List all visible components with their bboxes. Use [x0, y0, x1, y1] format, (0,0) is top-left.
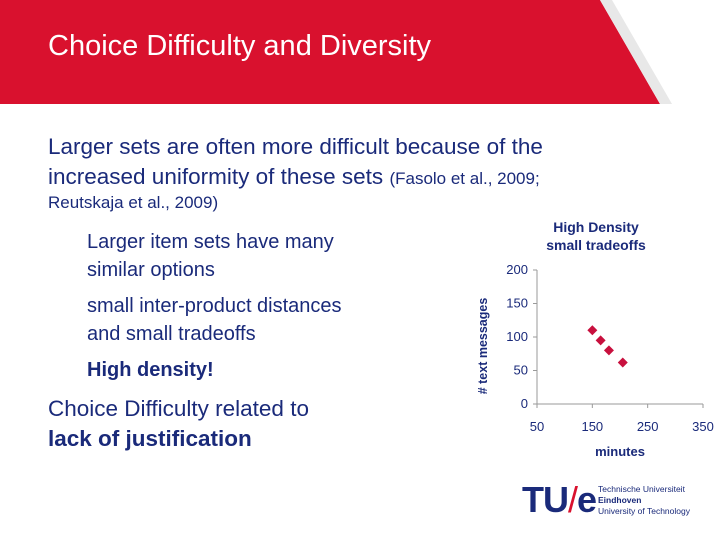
citation-a: (Fasolo et al., 2009; — [389, 169, 540, 188]
data-point — [587, 325, 598, 336]
logo-mark: TU/e — [522, 476, 597, 524]
logo-mark-left: TU — [522, 479, 569, 520]
bullet-3: High density! — [87, 359, 214, 381]
y-tick-label: 200 — [506, 262, 528, 277]
header-bar: Choice Difficulty and Diversity — [0, 0, 728, 104]
y-tick-label: 150 — [506, 296, 528, 311]
citation-b: Reutskaja et al., 2009) — [48, 193, 219, 212]
bullet-1-line-1: Larger item sets have many — [87, 231, 334, 253]
y-tick-label: 50 — [514, 363, 528, 378]
conclusion: Choice Difficulty related to lack of jus… — [48, 394, 698, 454]
tue-logo: TU/e Technische Universiteit Eindhoven U… — [522, 476, 697, 524]
conclusion-line-1: Choice Difficulty related to — [48, 396, 309, 421]
header-slant-shape — [600, 0, 728, 104]
main-line-2-text: increased uniformity of these sets — [48, 164, 384, 189]
chart-title: High Density small tradeoffs — [521, 218, 671, 254]
main-paragraph: Larger sets are often more difficult bec… — [48, 132, 698, 212]
bullet-1-line-2: similar options — [87, 259, 215, 281]
slide-title: Choice Difficulty and Diversity — [48, 30, 432, 62]
chart-title-line-2: small tradeoffs — [546, 237, 646, 253]
logo-text: Technische Universiteit Eindhoven Univer… — [598, 484, 690, 517]
bullet-2-line-1: small inter-product distances — [87, 295, 342, 317]
logo-line-3: University of Technology — [598, 506, 690, 516]
logo-line-1: Technische Universiteit — [598, 484, 685, 494]
bullet-2: small inter-product distances and small … — [87, 292, 427, 348]
logo-line-2: Eindhoven — [598, 495, 642, 505]
data-point — [617, 357, 628, 368]
bullet-1: Larger item sets have many similar optio… — [87, 228, 427, 284]
logo-mark-right: e — [577, 479, 597, 520]
main-line-1: Larger sets are often more difficult bec… — [48, 134, 543, 159]
x-axis-label: minutes — [595, 444, 645, 459]
data-point — [603, 345, 614, 356]
conclusion-line-2: lack of justification — [48, 426, 252, 451]
data-point — [595, 335, 606, 346]
y-axis-label: # text messages — [476, 297, 490, 395]
chart-title-line-1: High Density — [553, 219, 639, 235]
logo-mark-slash: / — [568, 479, 578, 520]
y-tick-label: 100 — [506, 329, 528, 344]
main-line-2: increased uniformity of these sets (Faso… — [48, 162, 698, 194]
bullet-2-line-2: and small tradeoffs — [87, 323, 256, 345]
